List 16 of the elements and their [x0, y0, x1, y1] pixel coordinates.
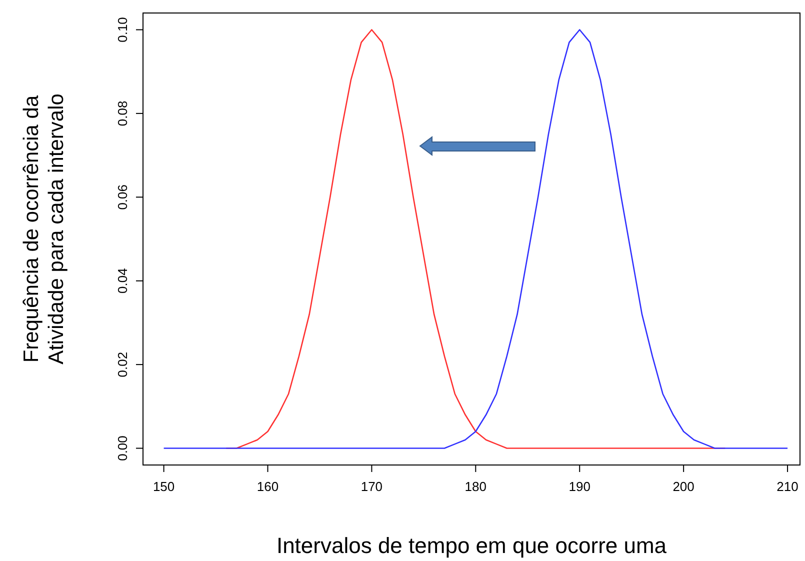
x-axis-title: Intervalos de tempo em que ocorre uma	[276, 533, 668, 558]
x-tick-label: 150	[152, 479, 175, 494]
x-tick-label: 190	[568, 479, 590, 494]
y-axis-title: Frequência de ocorrência da Atividade para cada intervalo	[20, 94, 68, 364]
y-tick-label: 0.06	[115, 184, 130, 210]
y-tick-label: 0.08	[115, 100, 130, 126]
y-tick-label: 0.02	[115, 352, 130, 378]
x-tick-label: 180	[464, 479, 487, 494]
x-tick-label: 160	[256, 479, 279, 494]
line-series	[163, 29, 788, 449]
x-tick-label: 170	[360, 479, 383, 494]
y-tick-label: 0.00	[115, 436, 130, 461]
x-tick-label: 200	[672, 479, 694, 494]
x-tick-label: 210	[776, 479, 798, 494]
y-tick-label: 0.04	[115, 268, 130, 294]
y-tick-label: 0.10	[115, 17, 130, 42]
